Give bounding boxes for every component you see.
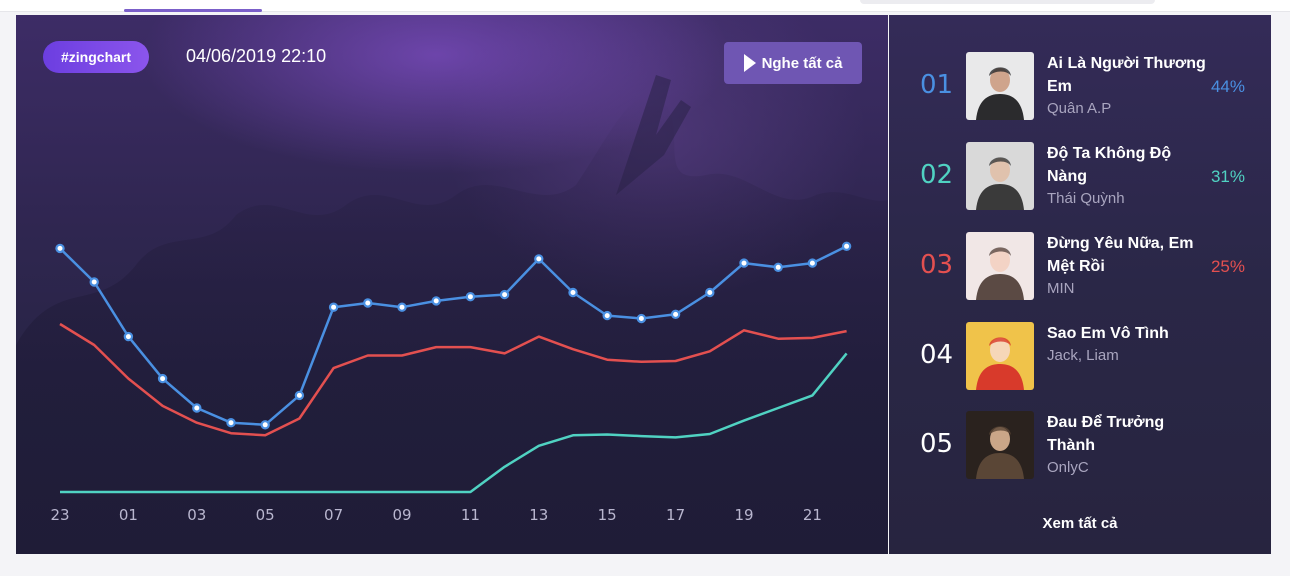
rank-number: 05	[920, 429, 953, 459]
data-point[interactable]	[262, 421, 269, 428]
rank-item[interactable]: 05 Đau Để Trưởng Thành OnlyC	[889, 411, 1271, 489]
song-thumbnail[interactable]	[966, 232, 1034, 300]
data-point[interactable]	[740, 260, 747, 267]
rank-item[interactable]: 02 Độ Ta Không Độ Nàng Thái Quỳnh 31%	[889, 142, 1271, 220]
data-point[interactable]	[501, 291, 508, 298]
x-tick-label: 13	[529, 506, 548, 524]
song-thumbnail[interactable]	[966, 411, 1034, 479]
data-point[interactable]	[809, 260, 816, 267]
rank-number: 03	[920, 250, 953, 280]
data-point[interactable]	[364, 299, 371, 306]
x-tick-label: 09	[392, 506, 411, 524]
realtime-line-chart: 23 01 03 05 07 09 11 13 15 17 19 21	[16, 15, 888, 554]
song-artist[interactable]: Thái Quỳnh	[1047, 190, 1125, 207]
data-point[interactable]	[775, 264, 782, 271]
data-point[interactable]	[569, 289, 576, 296]
song-thumbnail[interactable]	[966, 52, 1034, 120]
active-tab-indicator	[124, 9, 262, 12]
rank-number: 02	[920, 160, 953, 190]
data-point[interactable]	[56, 245, 63, 252]
song-artist[interactable]: Quân A.P	[1047, 100, 1111, 117]
data-point[interactable]	[638, 315, 645, 322]
series-line-1	[60, 246, 847, 424]
x-tick-label: 03	[187, 506, 206, 524]
song-artist[interactable]: OnlyC	[1047, 459, 1089, 476]
rank-percent: 44%	[1211, 77, 1245, 97]
song-title[interactable]: Ai Là Người Thương Em	[1047, 52, 1207, 98]
song-artist[interactable]: Jack, Liam	[1047, 347, 1119, 364]
song-artist[interactable]: MIN	[1047, 280, 1075, 297]
song-title[interactable]: Sao Em Vô Tình	[1047, 322, 1207, 345]
top-strip	[0, 0, 1290, 12]
rank-number: 01	[920, 70, 953, 100]
rank-percent: 25%	[1211, 257, 1245, 277]
data-point[interactable]	[398, 304, 405, 311]
data-point[interactable]	[843, 243, 850, 250]
data-point[interactable]	[467, 293, 474, 300]
x-tick-label: 05	[256, 506, 275, 524]
song-thumbnail[interactable]	[966, 142, 1034, 210]
data-point[interactable]	[672, 311, 679, 318]
data-point[interactable]	[604, 312, 611, 319]
x-tick-label: 07	[324, 506, 343, 524]
rank-number: 04	[920, 340, 953, 370]
see-all-link[interactable]: Xem tất cả	[889, 515, 1271, 532]
search-bar-edge	[860, 0, 1155, 4]
data-point[interactable]	[706, 289, 713, 296]
data-point[interactable]	[433, 297, 440, 304]
song-title[interactable]: Đau Để Trưởng Thành	[1047, 411, 1207, 457]
rank-percent: 31%	[1211, 167, 1245, 187]
x-tick-label: 21	[803, 506, 822, 524]
data-point[interactable]	[227, 419, 234, 426]
data-point[interactable]	[159, 375, 166, 382]
data-point[interactable]	[535, 255, 542, 262]
x-tick-label: 15	[598, 506, 617, 524]
x-tick-label: 19	[734, 506, 753, 524]
ranking-panel: 01 Ai Là Người Thương Em Quân A.P 44% 02 Độ T…	[889, 15, 1271, 554]
rank-item[interactable]: 04 Sao Em Vô Tình Jack, Liam	[889, 322, 1271, 400]
x-tick-label: 11	[461, 506, 480, 524]
x-tick-label: 17	[666, 506, 685, 524]
x-tick-label: 01	[119, 506, 138, 524]
x-tick-label: 23	[50, 506, 69, 524]
song-title[interactable]: Độ Ta Không Độ Nàng	[1047, 142, 1207, 188]
data-point[interactable]	[91, 278, 98, 285]
zingchart-panel: #zingchart 04/06/2019 22:10 Nghe tất cả …	[16, 15, 888, 554]
rank-item[interactable]: 03 Đừng Yêu Nữa, Em Mệt Rồi MIN 25%	[889, 232, 1271, 310]
series-line-2	[60, 324, 847, 435]
series-line-3	[60, 353, 847, 492]
data-point[interactable]	[296, 392, 303, 399]
data-point[interactable]	[125, 333, 132, 340]
rank-item[interactable]: 01 Ai Là Người Thương Em Quân A.P 44%	[889, 52, 1271, 130]
song-thumbnail[interactable]	[966, 322, 1034, 390]
data-point[interactable]	[193, 404, 200, 411]
song-title[interactable]: Đừng Yêu Nữa, Em Mệt Rồi	[1047, 232, 1207, 278]
data-point[interactable]	[330, 304, 337, 311]
